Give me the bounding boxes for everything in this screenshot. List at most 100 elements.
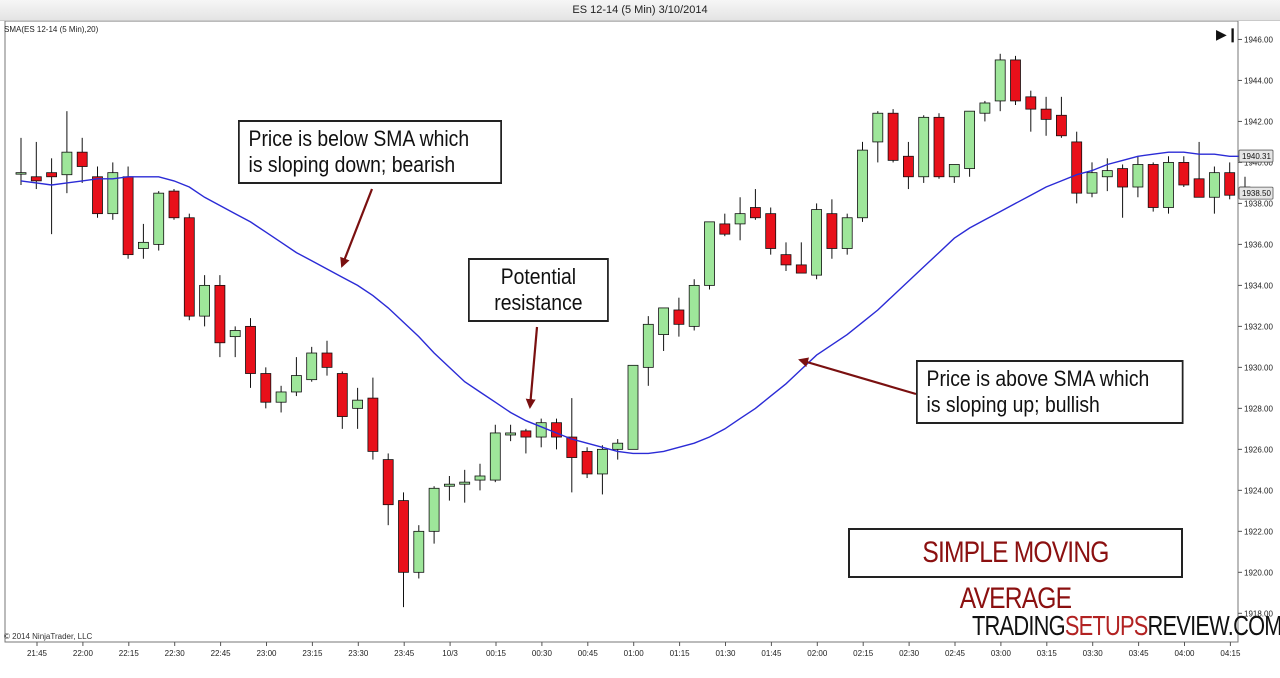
y-tick-label: 1926.00 [1244, 445, 1273, 454]
candle-up [994, 59, 1006, 102]
brand-part-2: SETUPS [1064, 610, 1148, 641]
play-icon[interactable]: ▶❙ [1216, 26, 1239, 42]
candle-down [30, 176, 42, 182]
callout-resistance: Potential resistance [468, 258, 609, 322]
x-tick-label: 01:45 [761, 649, 782, 658]
x-tick-label: 23:30 [348, 649, 369, 658]
candle-up [107, 172, 119, 215]
y-tick-label: 1922.00 [1244, 527, 1273, 536]
candle-up [61, 151, 73, 176]
candle-up [1209, 172, 1220, 198]
candle-up [948, 164, 960, 178]
candle-down [398, 500, 409, 573]
candle-down [76, 151, 88, 167]
candle-down [1010, 59, 1021, 102]
candles-group [15, 53, 1251, 608]
candle-down [92, 176, 103, 215]
candle-down [1071, 141, 1083, 194]
x-tick-label: 23:00 [256, 649, 277, 658]
candle-down [214, 284, 226, 344]
candle-down [750, 207, 761, 219]
x-tick-label: 03:00 [991, 649, 1012, 658]
x-tick-label: 02:00 [807, 649, 828, 658]
sma-price-tag-box [1238, 149, 1274, 163]
candle-up [1132, 164, 1144, 188]
candle-down [1224, 172, 1236, 196]
y-tick-label: 1932.00 [1244, 322, 1273, 331]
arrow-below-sma [340, 188, 374, 268]
callout-line: is sloping up; bullish [926, 392, 1100, 417]
candle-up [443, 483, 455, 487]
candle-up [811, 209, 822, 276]
candle-down [367, 397, 379, 452]
price-chart[interactable]: SMA(ES 12-14 (5 Min),20) © 2014 NinjaTrad… [0, 21, 1280, 678]
brand-part-1: TRADING [972, 610, 1066, 641]
window-title: ES 12-14 (5 Min) 3/10/2014 [0, 0, 1280, 21]
x-tick-label: 02:30 [899, 649, 920, 658]
candle-up [137, 241, 149, 249]
x-tick-label: 00:30 [532, 649, 553, 658]
y-tick-label: 1938.00 [1244, 199, 1273, 208]
callout-line: is sloping down; bearish [248, 152, 456, 177]
callout-line: Potential [500, 264, 577, 289]
candle-down [1117, 168, 1128, 188]
candle-down [321, 352, 333, 368]
y-tick-label: 1934.00 [1244, 281, 1273, 290]
candle-up [979, 102, 991, 114]
callout-line: Price is below SMA which [248, 126, 470, 151]
x-tick-label: 22:45 [211, 649, 232, 658]
x-tick-label: 22:30 [165, 649, 186, 658]
x-tick-label: 22:15 [119, 649, 140, 658]
plot-frame [4, 21, 1239, 643]
brand-part-3: REVIEW.COM [1147, 610, 1280, 641]
copyright-label: © 2014 NinjaTrader, LLC [4, 632, 93, 641]
candle-down [795, 264, 807, 274]
chart-title-box: SIMPLE MOVING AVERAGE [848, 528, 1183, 615]
last-price-tag-box [1238, 186, 1274, 200]
candle-up [352, 399, 364, 409]
candle-up [505, 432, 517, 436]
candle-up [918, 116, 930, 178]
x-tick-label: 03:45 [1129, 649, 1150, 658]
candle-up [489, 432, 501, 481]
x-tick-label: 04:15 [1220, 649, 1241, 658]
callout-above-sma: Price is above SMA which is sloping up; … [916, 360, 1184, 424]
candle-up [474, 475, 486, 481]
candle-up [688, 284, 700, 327]
x-tick-label: 22:00 [73, 649, 94, 658]
candle-up [1163, 162, 1174, 208]
candle-down [122, 176, 134, 256]
candle-up [153, 192, 165, 245]
brand-watermark: TRADINGSETUPSREVIEW.COM [972, 610, 1280, 642]
candle-up [1101, 170, 1113, 178]
candle-down [245, 325, 256, 374]
sma-price-tag-text: 1940.31 [1242, 152, 1271, 161]
candle-down [673, 309, 685, 325]
candle-down [887, 112, 899, 161]
x-tick-label: 03:15 [1037, 649, 1058, 658]
chart-title-text: SIMPLE MOVING AVERAGE [922, 536, 1109, 615]
sma-line [20, 151, 1245, 455]
candle-up [658, 307, 669, 335]
x-tick-label: 02:45 [945, 649, 966, 658]
callout-line: Price is above SMA which [926, 366, 1150, 391]
candle-down [780, 254, 792, 266]
x-tick-label: 01:15 [670, 649, 691, 658]
candle-down [1056, 114, 1067, 137]
candle-down [382, 459, 394, 506]
x-tick-label: 23:15 [302, 649, 323, 658]
x-tick-label: 10/3 [442, 649, 458, 658]
x-tick-label: 21:45 [27, 649, 48, 658]
candle-down [903, 155, 914, 178]
x-tick-label: 02:15 [853, 649, 874, 658]
x-tick-label: 04:00 [1174, 649, 1195, 658]
candle-down [826, 213, 838, 249]
y-tick-label: 1928.00 [1244, 404, 1273, 413]
candle-up [872, 112, 884, 143]
x-tick-label: 01:00 [624, 649, 645, 658]
x-tick-label: 23:45 [394, 649, 415, 658]
candle-down [260, 373, 272, 403]
candle-down [719, 223, 731, 235]
candle-up [229, 330, 241, 338]
x-tick-label: 00:15 [486, 649, 507, 658]
